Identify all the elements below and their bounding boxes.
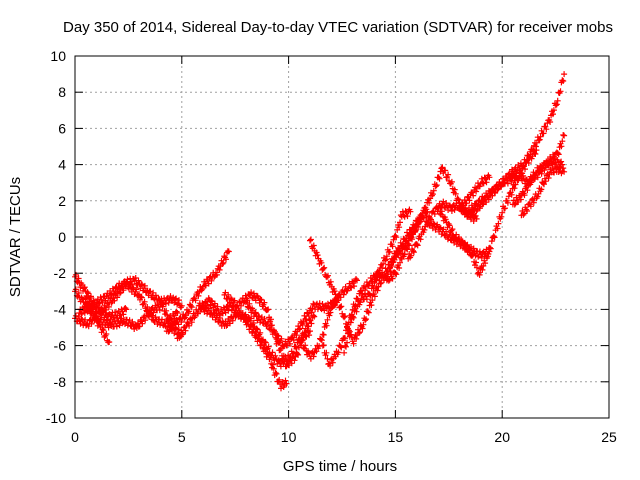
x-tick-label: 15 <box>388 429 404 445</box>
y-tick-label: 2 <box>58 193 66 209</box>
series-arc-13 <box>319 206 414 369</box>
y-tick-label: -4 <box>54 301 67 317</box>
y-tick-label: 8 <box>58 84 66 100</box>
series-arc-22 <box>518 163 568 219</box>
series-markers <box>509 132 568 208</box>
series-markers <box>319 206 414 369</box>
y-tick-label: -10 <box>46 410 66 426</box>
chart-title: Day 350 of 2014, Sidereal Day-to-day VTE… <box>63 19 613 36</box>
series-arc-6 <box>163 248 232 335</box>
series-markers <box>298 276 360 362</box>
series-markers <box>163 248 232 335</box>
x-tick-label: 10 <box>281 429 297 445</box>
x-tick-label: 5 <box>178 429 186 445</box>
grid-lines <box>75 56 609 418</box>
y-tick-label: 6 <box>58 120 66 136</box>
y-tick-label: 0 <box>58 229 66 245</box>
y-tick-label: -2 <box>54 265 67 281</box>
x-axis-label: GPS time / hours <box>283 458 397 475</box>
series-arc-8 <box>195 300 313 370</box>
series-markers <box>456 71 568 221</box>
axis-ticks: 0 5 10 15 20 25 -10 -8 -6 -4 -2 0 2 4 6 8 10 <box>46 48 617 445</box>
x-tick-label: 0 <box>71 429 79 445</box>
series-arc-20 <box>456 71 568 221</box>
x-tick-label: 20 <box>494 429 510 445</box>
series-arc-10 <box>242 294 341 350</box>
y-tick-label: 4 <box>58 157 66 173</box>
series-markers <box>195 300 313 370</box>
y-tick-label: -8 <box>54 374 67 390</box>
data-layer <box>72 71 568 392</box>
x-tick-label: 25 <box>601 429 617 445</box>
series-markers <box>518 163 568 219</box>
series-arc-11 <box>298 276 360 362</box>
series-markers <box>242 294 341 350</box>
y-tick-label: -6 <box>54 338 67 354</box>
series-arc-21 <box>509 132 568 208</box>
y-axis-label: SDTVAR / TECUs <box>7 177 24 297</box>
y-tick-label: 10 <box>50 48 66 64</box>
